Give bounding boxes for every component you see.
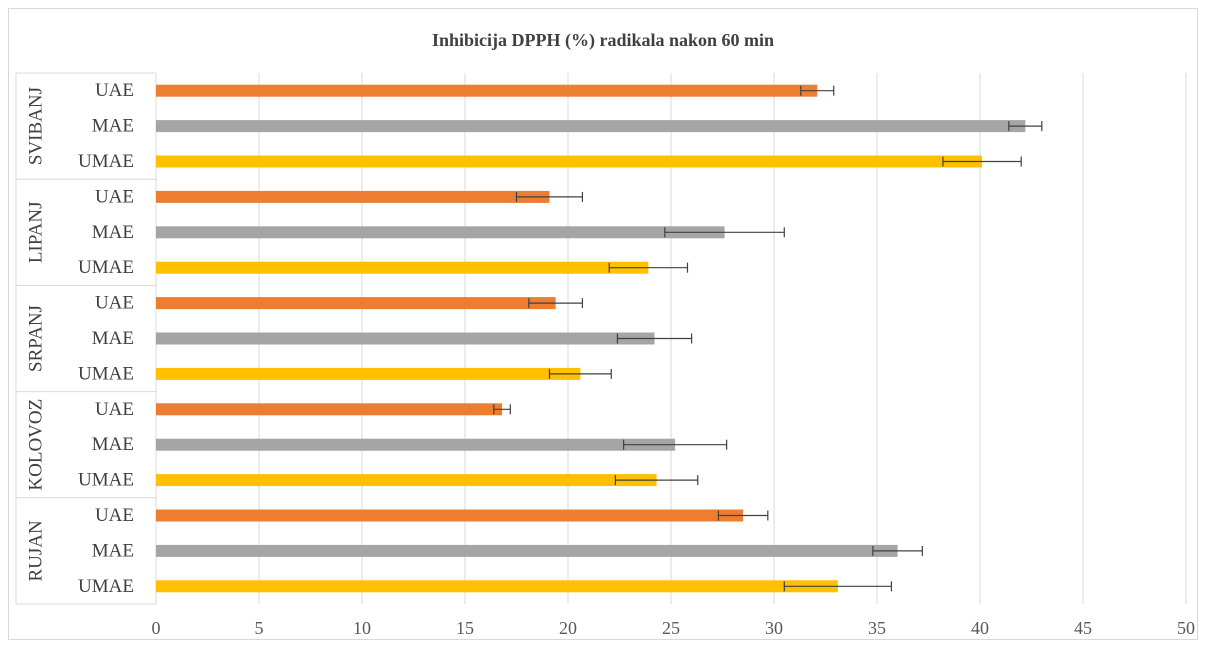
bar	[156, 332, 655, 345]
group-label: SRPANJ	[26, 305, 47, 372]
category-label: UAE	[95, 399, 134, 420]
category-label: UMAE	[78, 576, 134, 597]
bar	[156, 120, 1026, 133]
chart-frame	[8, 8, 1198, 640]
bar	[156, 297, 556, 310]
bar	[156, 261, 649, 274]
category-label: MAE	[92, 116, 134, 137]
group-label: RUJAN	[26, 520, 47, 582]
bar	[156, 438, 676, 451]
bar	[156, 155, 983, 168]
x-tick-label: 35	[868, 618, 886, 638]
x-tick-label: 40	[971, 618, 989, 638]
category-label: UMAE	[78, 257, 134, 278]
x-tick-label: 5	[255, 618, 264, 638]
category-label: MAE	[92, 434, 134, 455]
x-tick-label: 10	[353, 618, 371, 638]
category-label: UMAE	[78, 151, 134, 172]
x-tick-label: 0	[152, 618, 161, 638]
bar	[156, 226, 725, 239]
category-label: UAE	[95, 505, 134, 526]
x-tick-label: 25	[662, 618, 680, 638]
bar	[156, 190, 550, 203]
category-label: UMAE	[78, 470, 134, 491]
category-label: UAE	[95, 186, 134, 207]
x-tick-label: 15	[456, 618, 474, 638]
x-tick-label: 30	[765, 618, 783, 638]
bar	[156, 544, 898, 557]
group-label: LIPANJ	[26, 202, 47, 264]
category-label: MAE	[92, 328, 134, 349]
bar	[156, 367, 581, 380]
category-label: MAE	[92, 540, 134, 561]
group-label: KOLOVOZ	[26, 399, 47, 491]
bar	[156, 84, 818, 97]
x-tick-label: 50	[1177, 618, 1195, 638]
category-label: UAE	[95, 293, 134, 314]
bar	[156, 580, 838, 593]
x-tick-label: 45	[1074, 618, 1092, 638]
x-tick-label: 20	[559, 618, 577, 638]
category-label: UMAE	[78, 363, 134, 384]
category-label: UAE	[95, 80, 134, 101]
bar	[156, 403, 503, 416]
bar	[156, 509, 744, 522]
chart-title: Inhibicija DPPH (%) radikala nakon 60 mi…	[431, 30, 775, 50]
category-label: MAE	[92, 222, 134, 243]
bar	[156, 474, 657, 487]
group-label: SVIBANJ	[26, 87, 47, 165]
